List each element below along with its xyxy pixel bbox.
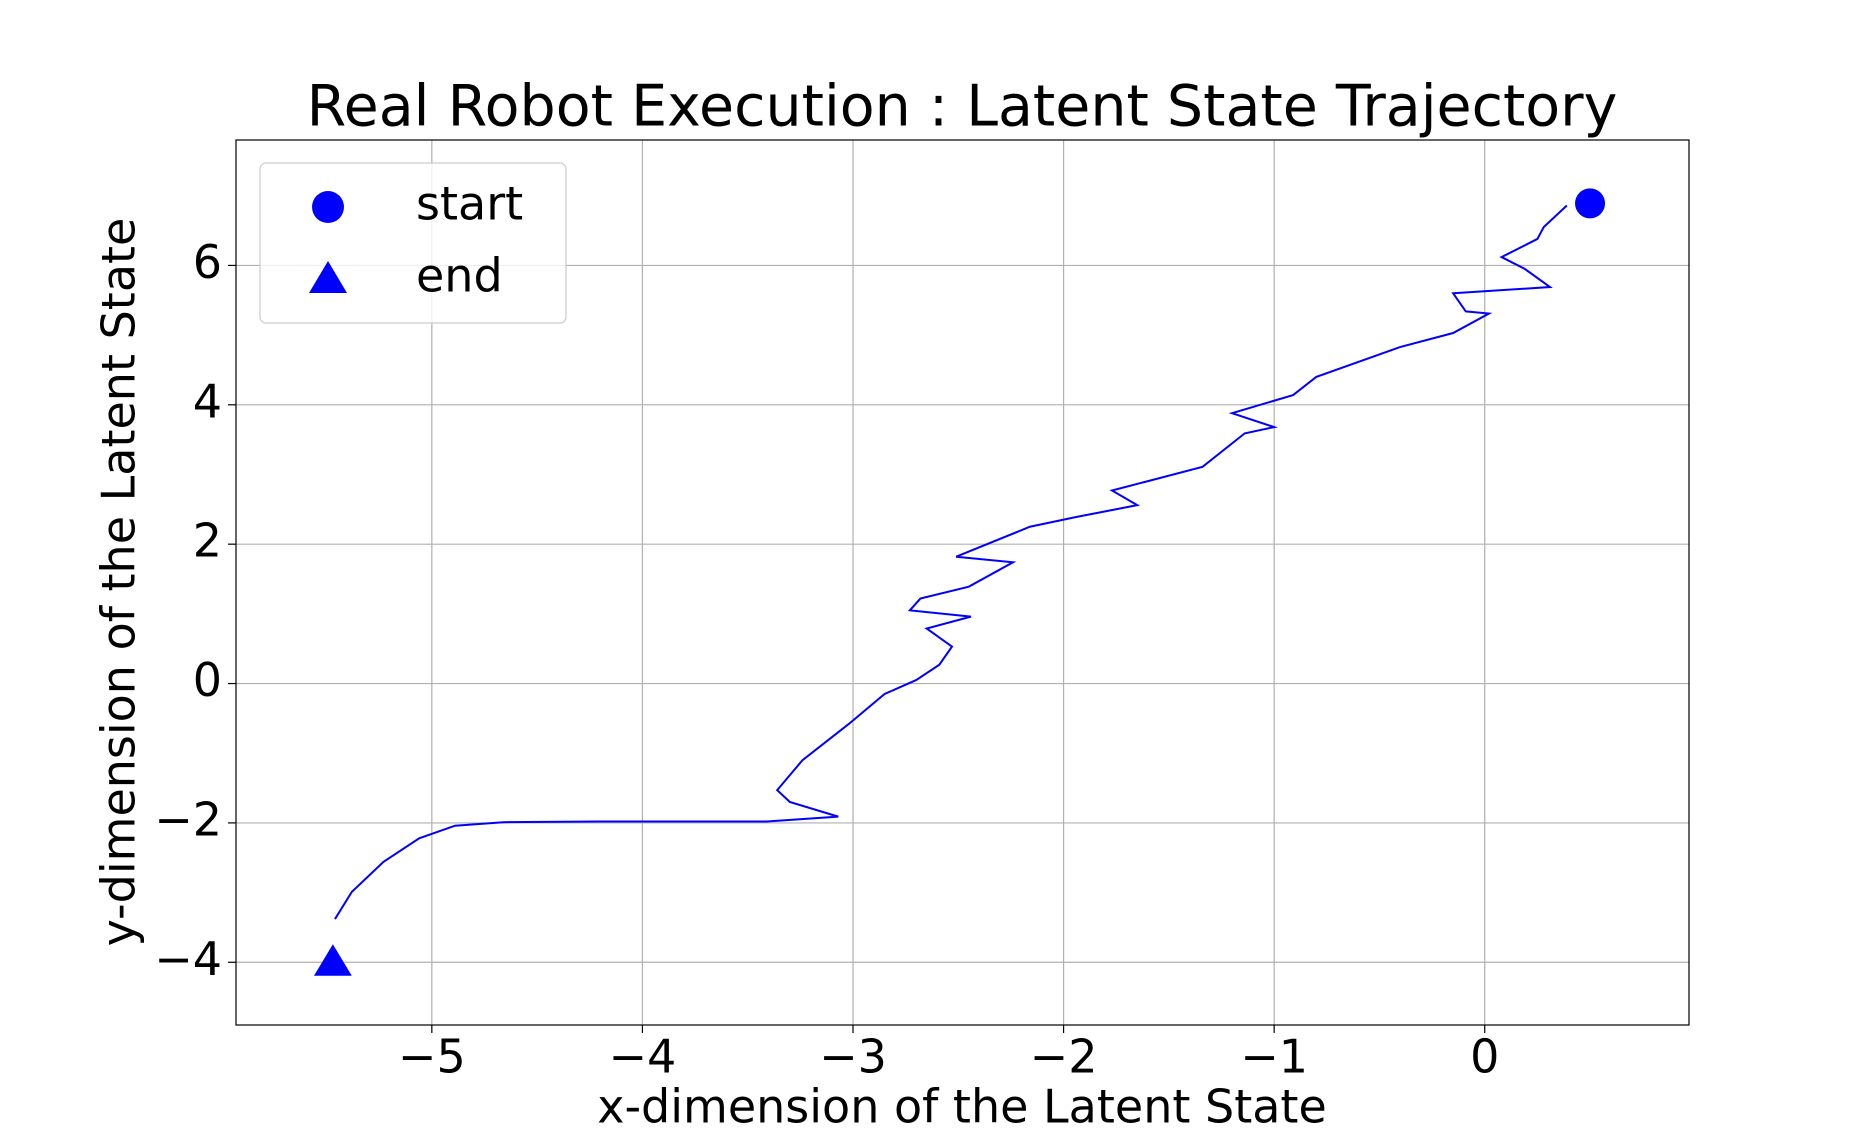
x-tick-label: −3	[819, 1030, 887, 1084]
x-tick-label: −2	[1030, 1030, 1098, 1084]
y-tick-label: 2	[193, 514, 222, 568]
y-tick-label: −2	[154, 792, 222, 846]
y-tick-label: 4	[193, 374, 222, 428]
x-tick-label: 0	[1470, 1030, 1499, 1084]
legend-label: end	[416, 249, 503, 303]
plot-frame	[235, 139, 1690, 1026]
trajectory-line	[334, 204, 1568, 920]
y-tick-label: −4	[154, 932, 222, 986]
x-tick-label: −4	[609, 1030, 677, 1084]
x-tick-label: −5	[398, 1030, 466, 1084]
legend-label: start	[416, 177, 523, 231]
y-tick-label: 0	[193, 653, 222, 707]
y-tick-label: 6	[193, 235, 222, 289]
start-marker	[1575, 188, 1606, 219]
x-tick-label: −1	[1240, 1030, 1308, 1084]
legend-swatch	[312, 191, 344, 223]
legend-swatch	[309, 261, 347, 293]
x-axis-label: x-dimension of the Latent State	[597, 1080, 1327, 1134]
y-axis-label: y-dimension of the Latent State	[92, 218, 146, 947]
chart-title: Real Robot Execution : Latent State Traj…	[307, 74, 1618, 140]
end-marker	[313, 944, 352, 976]
